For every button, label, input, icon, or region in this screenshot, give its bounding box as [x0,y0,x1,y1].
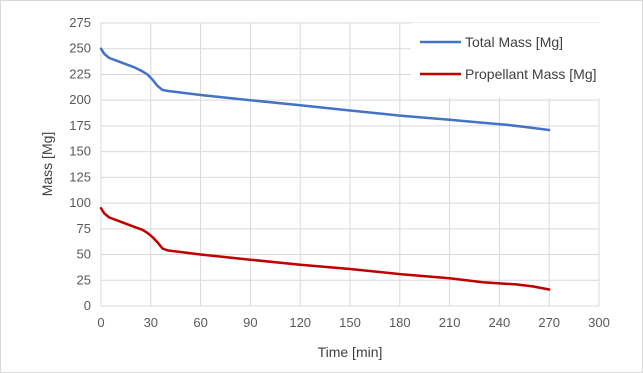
y-tick-label: 25 [77,272,91,287]
x-tick-label: 150 [339,315,361,330]
legend-label-2: Propellant Mass [Mg] [465,66,597,82]
series-line-2 [99,206,551,291]
y-tick-label: 125 [69,169,91,184]
legend-label-1: Total Mass [Mg] [465,34,563,50]
x-tick-label: 90 [243,315,257,330]
x-tick-label: 210 [439,315,461,330]
legend: Total Mass [Mg] Propellant Mass [Mg] [411,23,613,98]
y-tick-label: 200 [69,92,91,107]
x-tick-label: 0 [97,315,104,330]
y-tick-labels: 0 25 50 75 100 125 150 175 200 225 250 275 [69,15,91,313]
x-tick-label: 240 [489,315,511,330]
x-tick-label: 120 [289,315,311,330]
series-line-1 [99,47,551,132]
series-layer [99,47,551,291]
legend-background [411,23,613,98]
x-axis-title: Time [min] [318,344,383,360]
y-tick-label: 175 [69,118,91,133]
y-axis-title: Mass [Mg] [39,132,55,197]
y-tick-label: 225 [69,66,91,81]
x-tick-label: 180 [389,315,411,330]
x-tick-label: 270 [538,315,560,330]
x-tick-label: 300 [588,315,610,330]
gridlines [100,22,600,307]
y-tick-label: 275 [69,15,91,30]
y-tick-label: 50 [77,247,91,262]
x-tick-label: 30 [144,315,158,330]
y-tick-label: 75 [77,221,91,236]
y-tick-label: 0 [84,298,91,313]
x-tick-labels: 0 30 60 90 120 150 180 210 240 270 300 [97,315,609,330]
y-tick-label: 250 [69,41,91,56]
x-tick-label: 60 [193,315,207,330]
y-tick-label: 150 [69,144,91,159]
y-tick-label: 100 [69,195,91,210]
